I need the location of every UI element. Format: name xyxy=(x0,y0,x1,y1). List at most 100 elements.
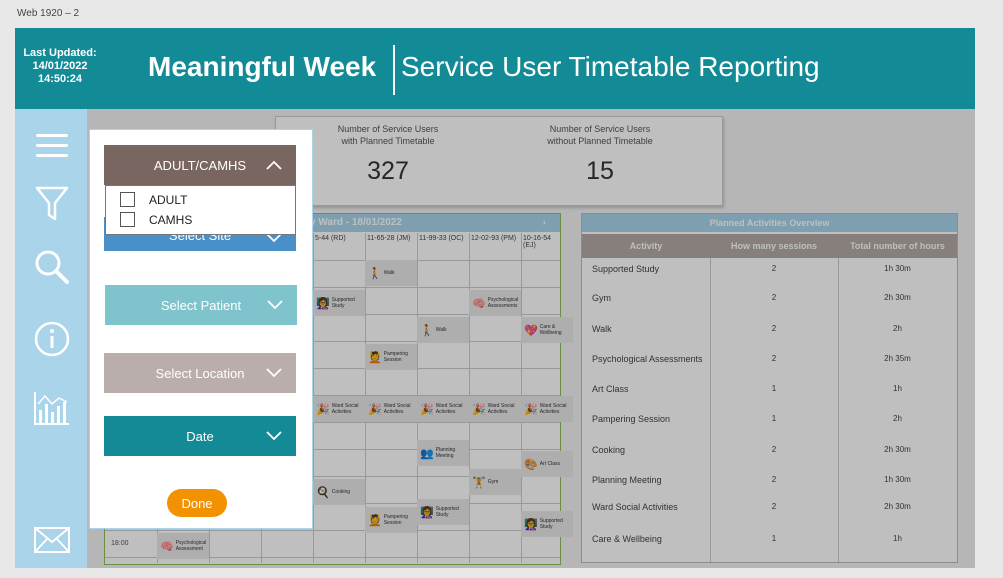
cell-label: Care & Wellbeing xyxy=(539,324,562,336)
cell-label: Ward Social Activities xyxy=(539,403,567,415)
grid-row-line xyxy=(105,449,560,450)
kpi-label: with Planned Timetable xyxy=(341,136,435,146)
timetable-column-header: 5-44 (RD) xyxy=(315,235,346,242)
activity-icon: 💆 xyxy=(368,514,382,527)
sessions-cell: 2 xyxy=(771,475,777,484)
kpi-without-timetable: Number of Service Users without Planned … xyxy=(500,123,700,186)
option-label: CAMHS xyxy=(149,212,193,227)
mail-icon[interactable] xyxy=(33,521,71,559)
page-title: Meaningful Week xyxy=(148,51,377,82)
page-subtitle: Service User Timetable Reporting xyxy=(401,51,820,82)
kpi-label: without Planned Timetable xyxy=(547,136,653,146)
cell-label: Pampering Session xyxy=(383,351,408,363)
timetable-cell[interactable]: 🎉 Ward Social Activities xyxy=(469,396,521,422)
grid-row-line xyxy=(105,260,560,261)
chevron-down-icon xyxy=(267,298,283,313)
timetable-cell[interactable]: 👩‍🏫 Supported Study xyxy=(521,511,573,537)
timetable-column-header: 11-65-28 (JM) xyxy=(367,235,411,242)
sessions-cell: 1 xyxy=(771,534,777,543)
select-patient-dropdown[interactable]: Select Patient xyxy=(105,285,297,325)
kpi-value: 15 xyxy=(586,157,614,185)
cell-label: Supported Study xyxy=(331,297,355,309)
timetable-cell[interactable]: 🧠 Psychological Assessments xyxy=(469,290,521,316)
sessions-cell: 2 xyxy=(771,354,777,363)
timetable-cell[interactable]: 🎉 Ward Social Activities xyxy=(521,396,573,422)
title-divider xyxy=(393,45,395,95)
option-adult[interactable]: ADULT xyxy=(120,192,187,207)
activity-cell: Cooking xyxy=(592,445,626,455)
chart-icon[interactable] xyxy=(33,389,71,427)
filter-icon[interactable] xyxy=(33,185,71,223)
info-icon[interactable] xyxy=(33,320,71,358)
activity-icon: 🎉 xyxy=(420,403,434,416)
grid-row-line xyxy=(105,395,560,396)
timetable-cell[interactable]: 🎉 Ward Social Activities xyxy=(313,396,365,422)
grid-row-line xyxy=(105,287,560,288)
search-icon[interactable] xyxy=(33,248,71,286)
checkbox[interactable] xyxy=(120,192,135,207)
activity-icon: 🎨 xyxy=(524,458,538,471)
cell-label: Supported Study xyxy=(435,506,459,518)
activity-cell: Art Class xyxy=(592,384,629,394)
time-label: 18:00 xyxy=(111,540,129,547)
timetable-cell[interactable]: 👩‍🏫 Supported Study xyxy=(417,499,469,525)
activity-icon: 💖 xyxy=(524,324,538,337)
activity-icon: 💆 xyxy=(368,351,382,364)
timetable-cell[interactable]: 🎉 Ward Social Activities xyxy=(417,396,469,422)
cell-label: Ward Social Activities xyxy=(383,403,411,415)
chevron-right-icon[interactable]: › xyxy=(542,217,546,228)
activities-overview: Planned Activities Overview Activity How… xyxy=(581,213,958,563)
timetable-cell[interactable]: 🎉 Ward Social Activities xyxy=(365,396,417,422)
sessions-cell: 2 xyxy=(771,264,777,273)
chevron-down-icon xyxy=(266,366,282,381)
grid-row-line xyxy=(105,341,560,342)
kpi-with-timetable: Number of Service Users with Planned Tim… xyxy=(288,123,488,186)
select-location-dropdown[interactable]: Select Location xyxy=(104,353,296,393)
timetable-cell[interactable]: 🚶 Walk xyxy=(365,260,417,286)
timetable-cell[interactable]: 🏋 Gym xyxy=(469,469,521,495)
sidebar xyxy=(15,109,87,568)
activity-cell: Ward Social Activities xyxy=(592,502,678,512)
kpi-label: Number of Service Users xyxy=(549,124,651,134)
timetable-cell[interactable]: 💆 Pampering Session xyxy=(365,507,417,533)
timetable-cell[interactable]: 💖 Care & Wellbeing xyxy=(521,317,573,343)
timetable-grid: 18:00 5-44 (RD) 11-65-28 (JM) 11-99-33 (OC… xyxy=(105,233,573,563)
cell-label: Walk xyxy=(435,327,447,333)
adult-camhs-options: ADULT CAMHS xyxy=(105,185,296,235)
cell-label: Supported Study xyxy=(539,518,563,530)
option-camhs[interactable]: CAMHS xyxy=(120,212,192,227)
timetable-cell[interactable]: 💆 Pampering Session xyxy=(365,344,417,370)
activity-cell: Pampering Session xyxy=(592,414,671,424)
hours-cell: 2h 30m xyxy=(884,502,911,511)
grid-row-line xyxy=(105,368,560,369)
hours-cell: 2h 30m xyxy=(884,293,911,302)
sessions-cell: 1 xyxy=(771,414,777,423)
dropdown-label: Select Location xyxy=(155,365,245,381)
cell-label: Walk xyxy=(383,270,395,276)
column-header[interactable]: How many sessions xyxy=(730,241,818,251)
activity-icon: 🧠 xyxy=(472,297,486,310)
menu-icon[interactable] xyxy=(33,127,71,165)
grid-row-line xyxy=(105,530,560,531)
done-button[interactable]: Done xyxy=(167,489,227,517)
adult-camhs-dropdown[interactable]: ADULT/CAMHS xyxy=(104,145,296,185)
timetable-cell[interactable]: 🚶 Walk xyxy=(417,317,469,343)
grid-row-line xyxy=(105,476,560,477)
timetable-cell[interactable]: 👩‍🏫 Supported Study xyxy=(313,290,365,316)
last-updated: Last Updated: 14/01/2022 14:50:24 xyxy=(15,47,105,86)
timetable-cell[interactable]: 👥 Planning Meeting xyxy=(417,440,469,466)
column-header[interactable]: Total number of hours xyxy=(850,241,945,251)
column-header[interactable]: Activity xyxy=(629,241,663,251)
sessions-cell: 2 xyxy=(771,293,777,302)
activity-icon: 👩‍🏫 xyxy=(316,297,330,310)
checkbox[interactable] xyxy=(120,212,135,227)
timetable-cell[interactable]: 🍳 Cooking xyxy=(313,479,365,505)
cell-label: Art Class xyxy=(539,461,560,467)
cell-label: Psychological Assessment xyxy=(175,540,207,552)
timetable-cell[interactable]: 🧠 Psychological Assessment xyxy=(157,533,209,559)
hours-cell: 2h 30m xyxy=(884,445,911,454)
activity-cell: Gym xyxy=(592,293,611,303)
date-dropdown[interactable]: Date xyxy=(104,416,296,456)
timetable-cell[interactable]: 🎨 Art Class xyxy=(521,451,573,477)
sessions-cell: 2 xyxy=(771,445,777,454)
